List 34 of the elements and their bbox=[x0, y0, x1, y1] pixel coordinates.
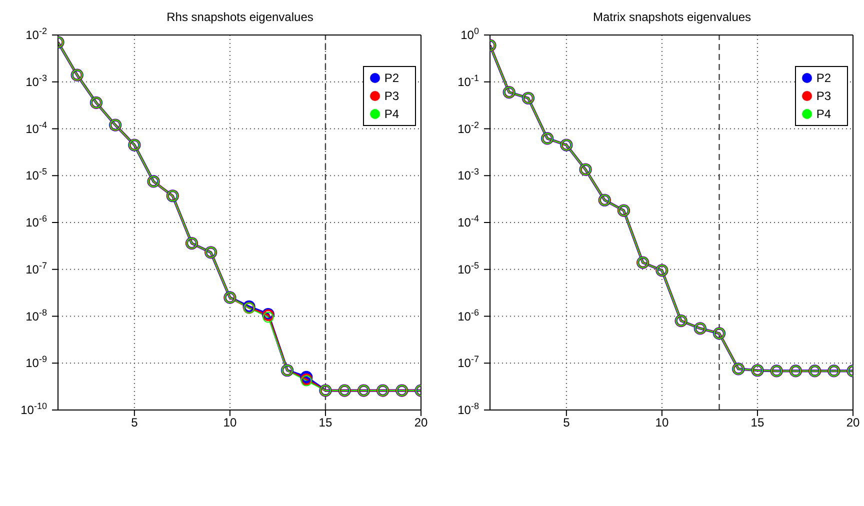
y-tick-label: 10$^{-4}$ bbox=[458, 214, 479, 230]
x-tick-label: 5 bbox=[131, 416, 138, 430]
chart-title: Matrix snapshots eigenvalues bbox=[592, 9, 752, 26]
x-tick-label: 15 bbox=[750, 416, 764, 430]
y-tick-label: 10$^{-8}$ bbox=[458, 401, 479, 417]
y-tick-label: 10$^{-1}$ bbox=[458, 72, 479, 89]
legend-label: P2 bbox=[816, 71, 831, 85]
chart-title: Rhs snapshots eigenvalues bbox=[166, 9, 314, 26]
x-tick-label: 10 bbox=[223, 416, 237, 430]
legend-label: P2 bbox=[384, 71, 399, 85]
legend-label: P3 bbox=[384, 89, 399, 103]
y-tick-label: 10$^{-5}$ bbox=[26, 166, 47, 183]
legend-label: P4 bbox=[816, 107, 831, 121]
x-tick-label: 15 bbox=[318, 416, 332, 430]
x-tick-label: 5 bbox=[563, 416, 570, 430]
y-tick-label: 10$^{-9}$ bbox=[26, 354, 47, 370]
y-tick-label: 10$^{-7}$ bbox=[458, 354, 479, 370]
y-tick-label: 10$^{-2}$ bbox=[458, 120, 479, 136]
y-tick-label: 10$^{-2}$ bbox=[26, 26, 47, 42]
y-tick-label: 10$^{-4}$ bbox=[26, 120, 47, 136]
y-tick-label: 10$^{-8}$ bbox=[26, 307, 47, 324]
x-tick-label: 20 bbox=[846, 416, 860, 430]
legend-label: P4 bbox=[384, 107, 399, 121]
legend-label: P3 bbox=[816, 89, 831, 103]
y-tick-label: 10$^{0}$ bbox=[460, 26, 479, 42]
y-tick-label: 10$^{-10}$ bbox=[20, 401, 47, 417]
y-tick-label: 10$^{-6}$ bbox=[458, 307, 479, 324]
y-tick-label: 10$^{-6}$ bbox=[26, 214, 47, 230]
x-tick-label: 20 bbox=[414, 416, 428, 430]
y-tick-label: 10$^{-5}$ bbox=[458, 260, 479, 276]
y-tick-label: 10$^{-3}$ bbox=[458, 166, 479, 183]
y-tick-label: 10$^{-3}$ bbox=[26, 72, 47, 89]
x-tick-label: 10 bbox=[655, 416, 669, 430]
y-tick-label: 10$^{-7}$ bbox=[26, 260, 47, 276]
